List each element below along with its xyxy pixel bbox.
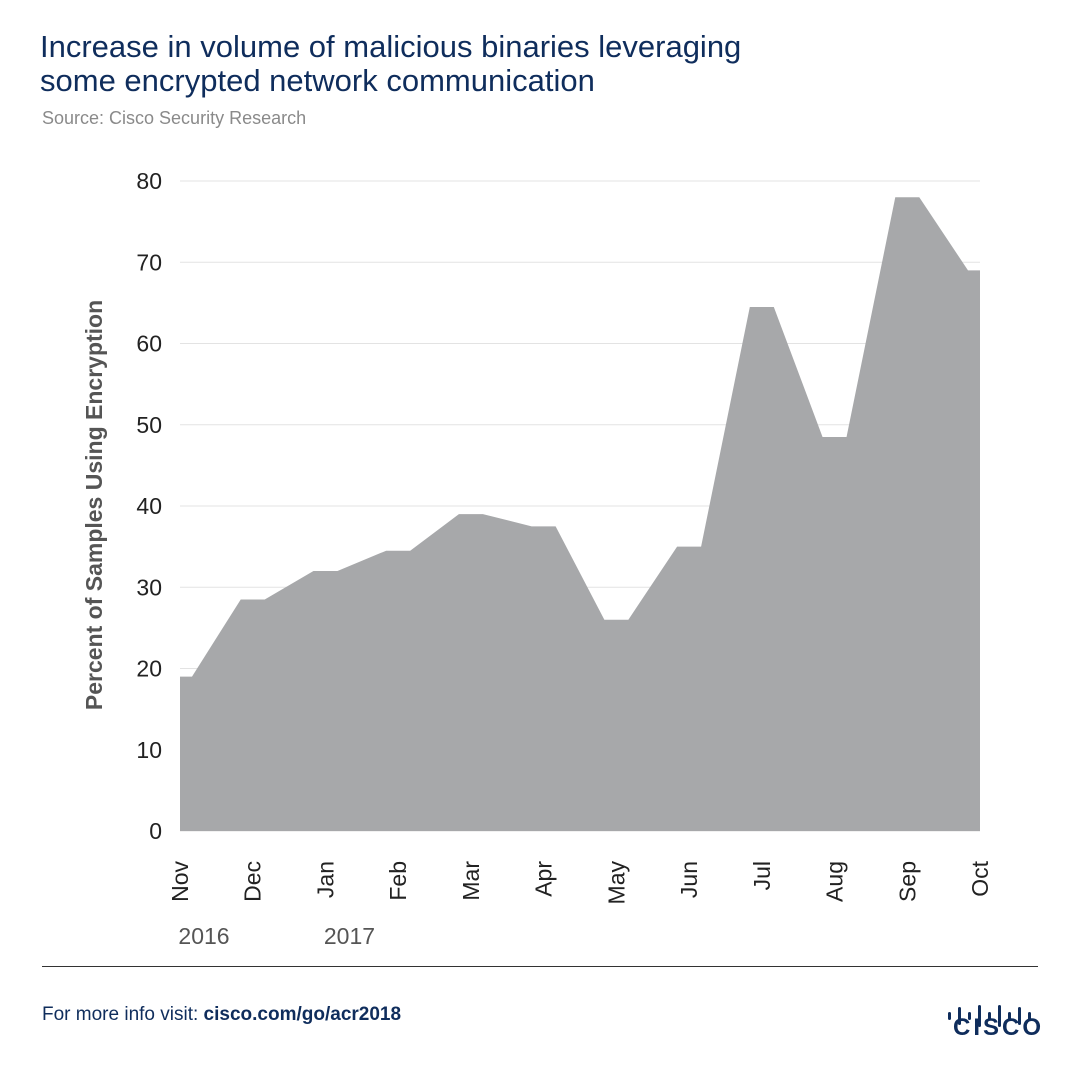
y-tick-10: 10 (136, 737, 162, 763)
y-tick-20: 20 (136, 656, 162, 682)
x-tick-Mar: Mar (458, 861, 484, 901)
x-tick-Sep: Sep (894, 861, 920, 902)
x-tick-May: May (603, 861, 629, 905)
y-tick-50: 50 (136, 412, 162, 438)
footer-divider (42, 966, 1038, 967)
year-label-2016: 2016 (178, 923, 229, 949)
year-label-2017: 2017 (324, 923, 375, 949)
footer-link[interactable]: cisco.com/go/acr2018 (203, 1004, 402, 1025)
x-tick-Dec: Dec (240, 861, 266, 902)
y-axis-label: Percent of Samples Using Encryption (81, 300, 107, 710)
y-tick-80: 80 (136, 168, 162, 194)
chart-title-line-1: Increase in volume of malicious binaries… (40, 29, 742, 64)
area-layer (180, 197, 980, 831)
x-tick-labels: Nov Dec Jan Feb Mar Apr May Jun Jul Aug Sep Oct 2016… (167, 860, 993, 949)
footer-text: For more info visit: cisco.com/go/acr201… (42, 1004, 401, 1026)
x-tick-Oct: Oct (967, 860, 993, 896)
y-tick-0: 0 (149, 818, 162, 844)
x-tick-Apr: Apr (531, 861, 557, 897)
x-tick-Jun: Jun (676, 861, 702, 898)
y-tick-30: 30 (136, 574, 162, 600)
area-series (180, 197, 980, 831)
cisco-logo-icon (948, 1005, 1031, 1027)
footer-prefix: For more info visit: (42, 1004, 204, 1025)
chart-title-line-2: some encrypted network communication (40, 63, 595, 98)
y-tick-40: 40 (136, 493, 162, 519)
y-tick-labels: 0 10 20 30 40 50 60 70 80 (136, 168, 162, 844)
y-tick-70: 70 (136, 249, 162, 275)
source-caption: Source: Cisco Security Research (42, 108, 307, 128)
area-chart: 0 10 20 30 40 50 60 70 80 Nov Dec Jan Feb Mar Apr May J… (81, 168, 993, 949)
cisco-logo-wordmark: CISCO (953, 1014, 1045, 1041)
x-tick-Aug: Aug (822, 861, 848, 902)
x-tick-Jan: Jan (312, 861, 338, 898)
x-tick-Jul: Jul (749, 861, 775, 890)
x-tick-Feb: Feb (385, 861, 411, 901)
y-tick-60: 60 (136, 331, 162, 357)
x-tick-Nov: Nov (167, 861, 193, 902)
chart-title: Increase in volume of malicious binaries… (40, 30, 940, 98)
